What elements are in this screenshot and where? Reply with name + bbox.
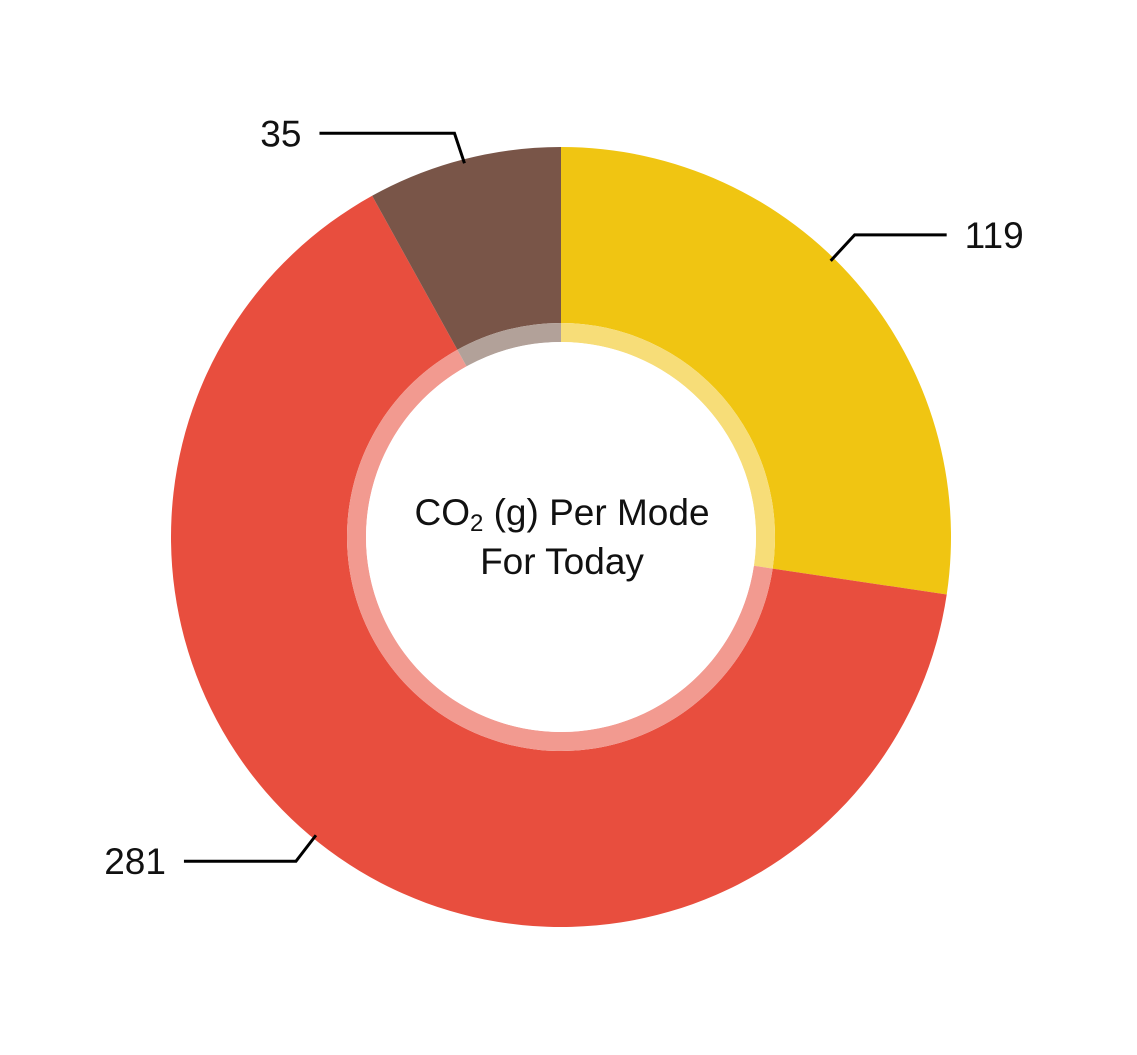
donut-slice-119 [561, 147, 952, 595]
leader-line-35 [319, 131, 466, 164]
data-label-119: 119 [965, 215, 1024, 256]
chart-title-subscript: 2 [469, 510, 484, 537]
donut-slice-281 [171, 195, 947, 928]
donut-slice-35 [372, 147, 561, 350]
chart-title-line-2: For Today [480, 541, 644, 582]
data-label-281: 281 [104, 841, 166, 882]
donut-inner-band-35 [457, 323, 561, 367]
leader-line-281 [183, 834, 318, 863]
chart-title-line-1: CO2 (g) Per Mode [362, 488, 762, 537]
donut-inner-band-119 [561, 323, 775, 569]
leader-line-119 [829, 233, 947, 262]
labels-layer: 119 281 35 [104, 113, 1023, 882]
donut-hole [366, 342, 756, 732]
slices-layer [171, 147, 952, 928]
chart-title-suffix: (g) Per Mode [483, 492, 710, 533]
data-label-35: 35 [260, 113, 301, 154]
chart-title: CO2 (g) Per Mode For Today [362, 488, 762, 586]
chart-title-prefix: CO [414, 492, 470, 533]
inner-ring-layer [346, 323, 775, 752]
